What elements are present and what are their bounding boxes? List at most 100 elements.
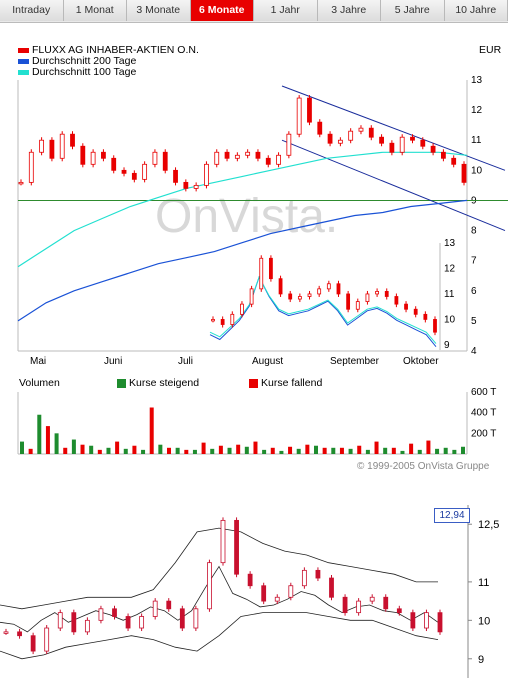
main-y-tick: 10 bbox=[471, 165, 483, 176]
inset-price-candle bbox=[307, 293, 312, 297]
inset-y-tick: 10 bbox=[444, 314, 456, 325]
volume-legend-falling: Kurse fallend bbox=[249, 377, 322, 389]
tab-10-jahre[interactable]: 10 Jahre bbox=[444, 0, 508, 21]
volume-bar bbox=[28, 448, 33, 454]
price-candle bbox=[224, 151, 230, 159]
volume-bar bbox=[158, 444, 163, 454]
inset-price-candle bbox=[336, 283, 341, 295]
last-value: 12,94 bbox=[439, 510, 465, 521]
volume-bar bbox=[331, 447, 336, 454]
price-candle bbox=[101, 151, 106, 159]
price-candle bbox=[18, 181, 24, 185]
inset-price-candle bbox=[346, 293, 351, 310]
volume-bar bbox=[192, 449, 197, 454]
legend-stock-label: FLUXX AG INHABER-AKTIEN O.N. bbox=[32, 44, 199, 56]
bollinger-price-candle bbox=[152, 600, 158, 617]
inset-price-candle bbox=[249, 288, 254, 305]
tab-intraday[interactable]: Intraday bbox=[0, 0, 64, 21]
volume-title: Volumen bbox=[19, 377, 60, 389]
tab-1-jahr[interactable]: 1 Jahr bbox=[254, 0, 318, 21]
volume-bar bbox=[201, 442, 206, 454]
price-candle bbox=[389, 142, 395, 153]
volume-bar bbox=[417, 449, 422, 454]
price-candle bbox=[193, 184, 199, 189]
price-candle bbox=[410, 136, 415, 141]
bollinger-y-tick: 12,5 bbox=[478, 519, 499, 531]
bollinger-price-candle bbox=[3, 631, 9, 634]
volume-bar bbox=[149, 407, 154, 454]
main-x-tick: September bbox=[330, 356, 380, 367]
main-x-tick: Mai bbox=[30, 356, 46, 367]
last-value-box: 12,94 bbox=[434, 508, 470, 523]
tab-1-monat[interactable]: 1 Monat bbox=[63, 0, 127, 21]
inset-y-tick: 11 bbox=[444, 289, 455, 300]
volume-bar bbox=[210, 448, 215, 454]
volume-bar bbox=[348, 448, 353, 454]
price-candle bbox=[286, 133, 292, 156]
tab-3-jahre[interactable]: 3 Jahre bbox=[317, 0, 381, 21]
inset-price-candle bbox=[288, 293, 293, 300]
main-y-tick: 13 bbox=[471, 75, 483, 86]
price-candle bbox=[368, 127, 374, 138]
volume-legend-rising: Kurse steigend bbox=[117, 377, 199, 389]
main-layer: 4 5 6 7 8 9 10 11 12 13 Mai Juni Juli August September… bbox=[17, 75, 508, 367]
price-candle bbox=[214, 151, 220, 165]
inset-avg-line bbox=[209, 275, 437, 348]
copyright: © 1999-2005 OnVista Gruppe bbox=[357, 461, 490, 472]
price-candle bbox=[451, 157, 457, 165]
volume-bar bbox=[322, 447, 327, 454]
volume-chart: 200 T 400 T 600 T bbox=[17, 387, 496, 455]
price-candle bbox=[183, 181, 189, 189]
main-x-tick: Juli bbox=[178, 356, 193, 367]
price-candle bbox=[379, 136, 384, 144]
tab-3-monate[interactable]: 3 Monate bbox=[127, 0, 191, 21]
volume-bar bbox=[391, 447, 396, 454]
channel-upper bbox=[281, 85, 506, 171]
price-candle bbox=[348, 130, 354, 141]
main-y-tick: 4 bbox=[471, 346, 477, 357]
inset-price-candle bbox=[375, 291, 379, 295]
inset-price-candle bbox=[326, 283, 331, 290]
bollinger-chart: 9 10 11 12,5 bbox=[0, 505, 499, 678]
inset-chart: 9 10 11 12 13 bbox=[209, 238, 456, 351]
main-x-tick: August bbox=[252, 356, 283, 367]
price-candle bbox=[204, 163, 209, 186]
volume-bar bbox=[374, 441, 379, 454]
price-candle bbox=[121, 169, 127, 174]
bollinger-price-candle bbox=[179, 608, 185, 629]
volume-y-tick: 200 T bbox=[471, 428, 496, 439]
volume-bar bbox=[45, 426, 50, 454]
bollinger-price-candle bbox=[396, 608, 402, 614]
price-candle bbox=[49, 139, 55, 159]
inset-price-candle bbox=[297, 296, 302, 300]
volume-bar bbox=[20, 441, 24, 454]
main-y-tick: 12 bbox=[471, 105, 483, 116]
price-candle bbox=[28, 151, 34, 183]
inset-price-candle bbox=[278, 278, 283, 295]
volume-bar bbox=[461, 446, 465, 454]
volume-bar bbox=[175, 447, 180, 454]
inset-price-candle bbox=[413, 308, 418, 315]
inset-price-candle bbox=[394, 296, 399, 305]
bollinger-price-candle bbox=[207, 562, 212, 610]
volume-bar bbox=[115, 441, 120, 454]
bollinger-price-candle bbox=[383, 596, 389, 610]
price-candle bbox=[265, 157, 271, 165]
price-candle bbox=[39, 139, 45, 153]
bollinger-price-candle bbox=[30, 635, 36, 652]
price-candle bbox=[255, 151, 261, 159]
main-y-tick: 6 bbox=[471, 286, 477, 297]
inset-price-candle bbox=[423, 313, 428, 320]
inset-price-candle bbox=[317, 288, 322, 295]
price-candle bbox=[131, 172, 137, 180]
bollinger-lower-band bbox=[0, 612, 439, 660]
tab-5-jahre[interactable]: 5 Jahre bbox=[381, 0, 445, 21]
tab-6-monate[interactable]: 6 Monate bbox=[190, 0, 254, 21]
volume-bar bbox=[37, 414, 42, 454]
volume-bar bbox=[288, 446, 293, 454]
bollinger-price-candle bbox=[437, 612, 443, 633]
bollinger-price-candle bbox=[98, 608, 104, 621]
timeframe-tabs: Intraday 1 Monat 3 Monate 6 Monate 1 Jahr 3 J… bbox=[0, 0, 508, 23]
price-candle bbox=[59, 133, 65, 159]
volume-bar bbox=[236, 444, 241, 454]
